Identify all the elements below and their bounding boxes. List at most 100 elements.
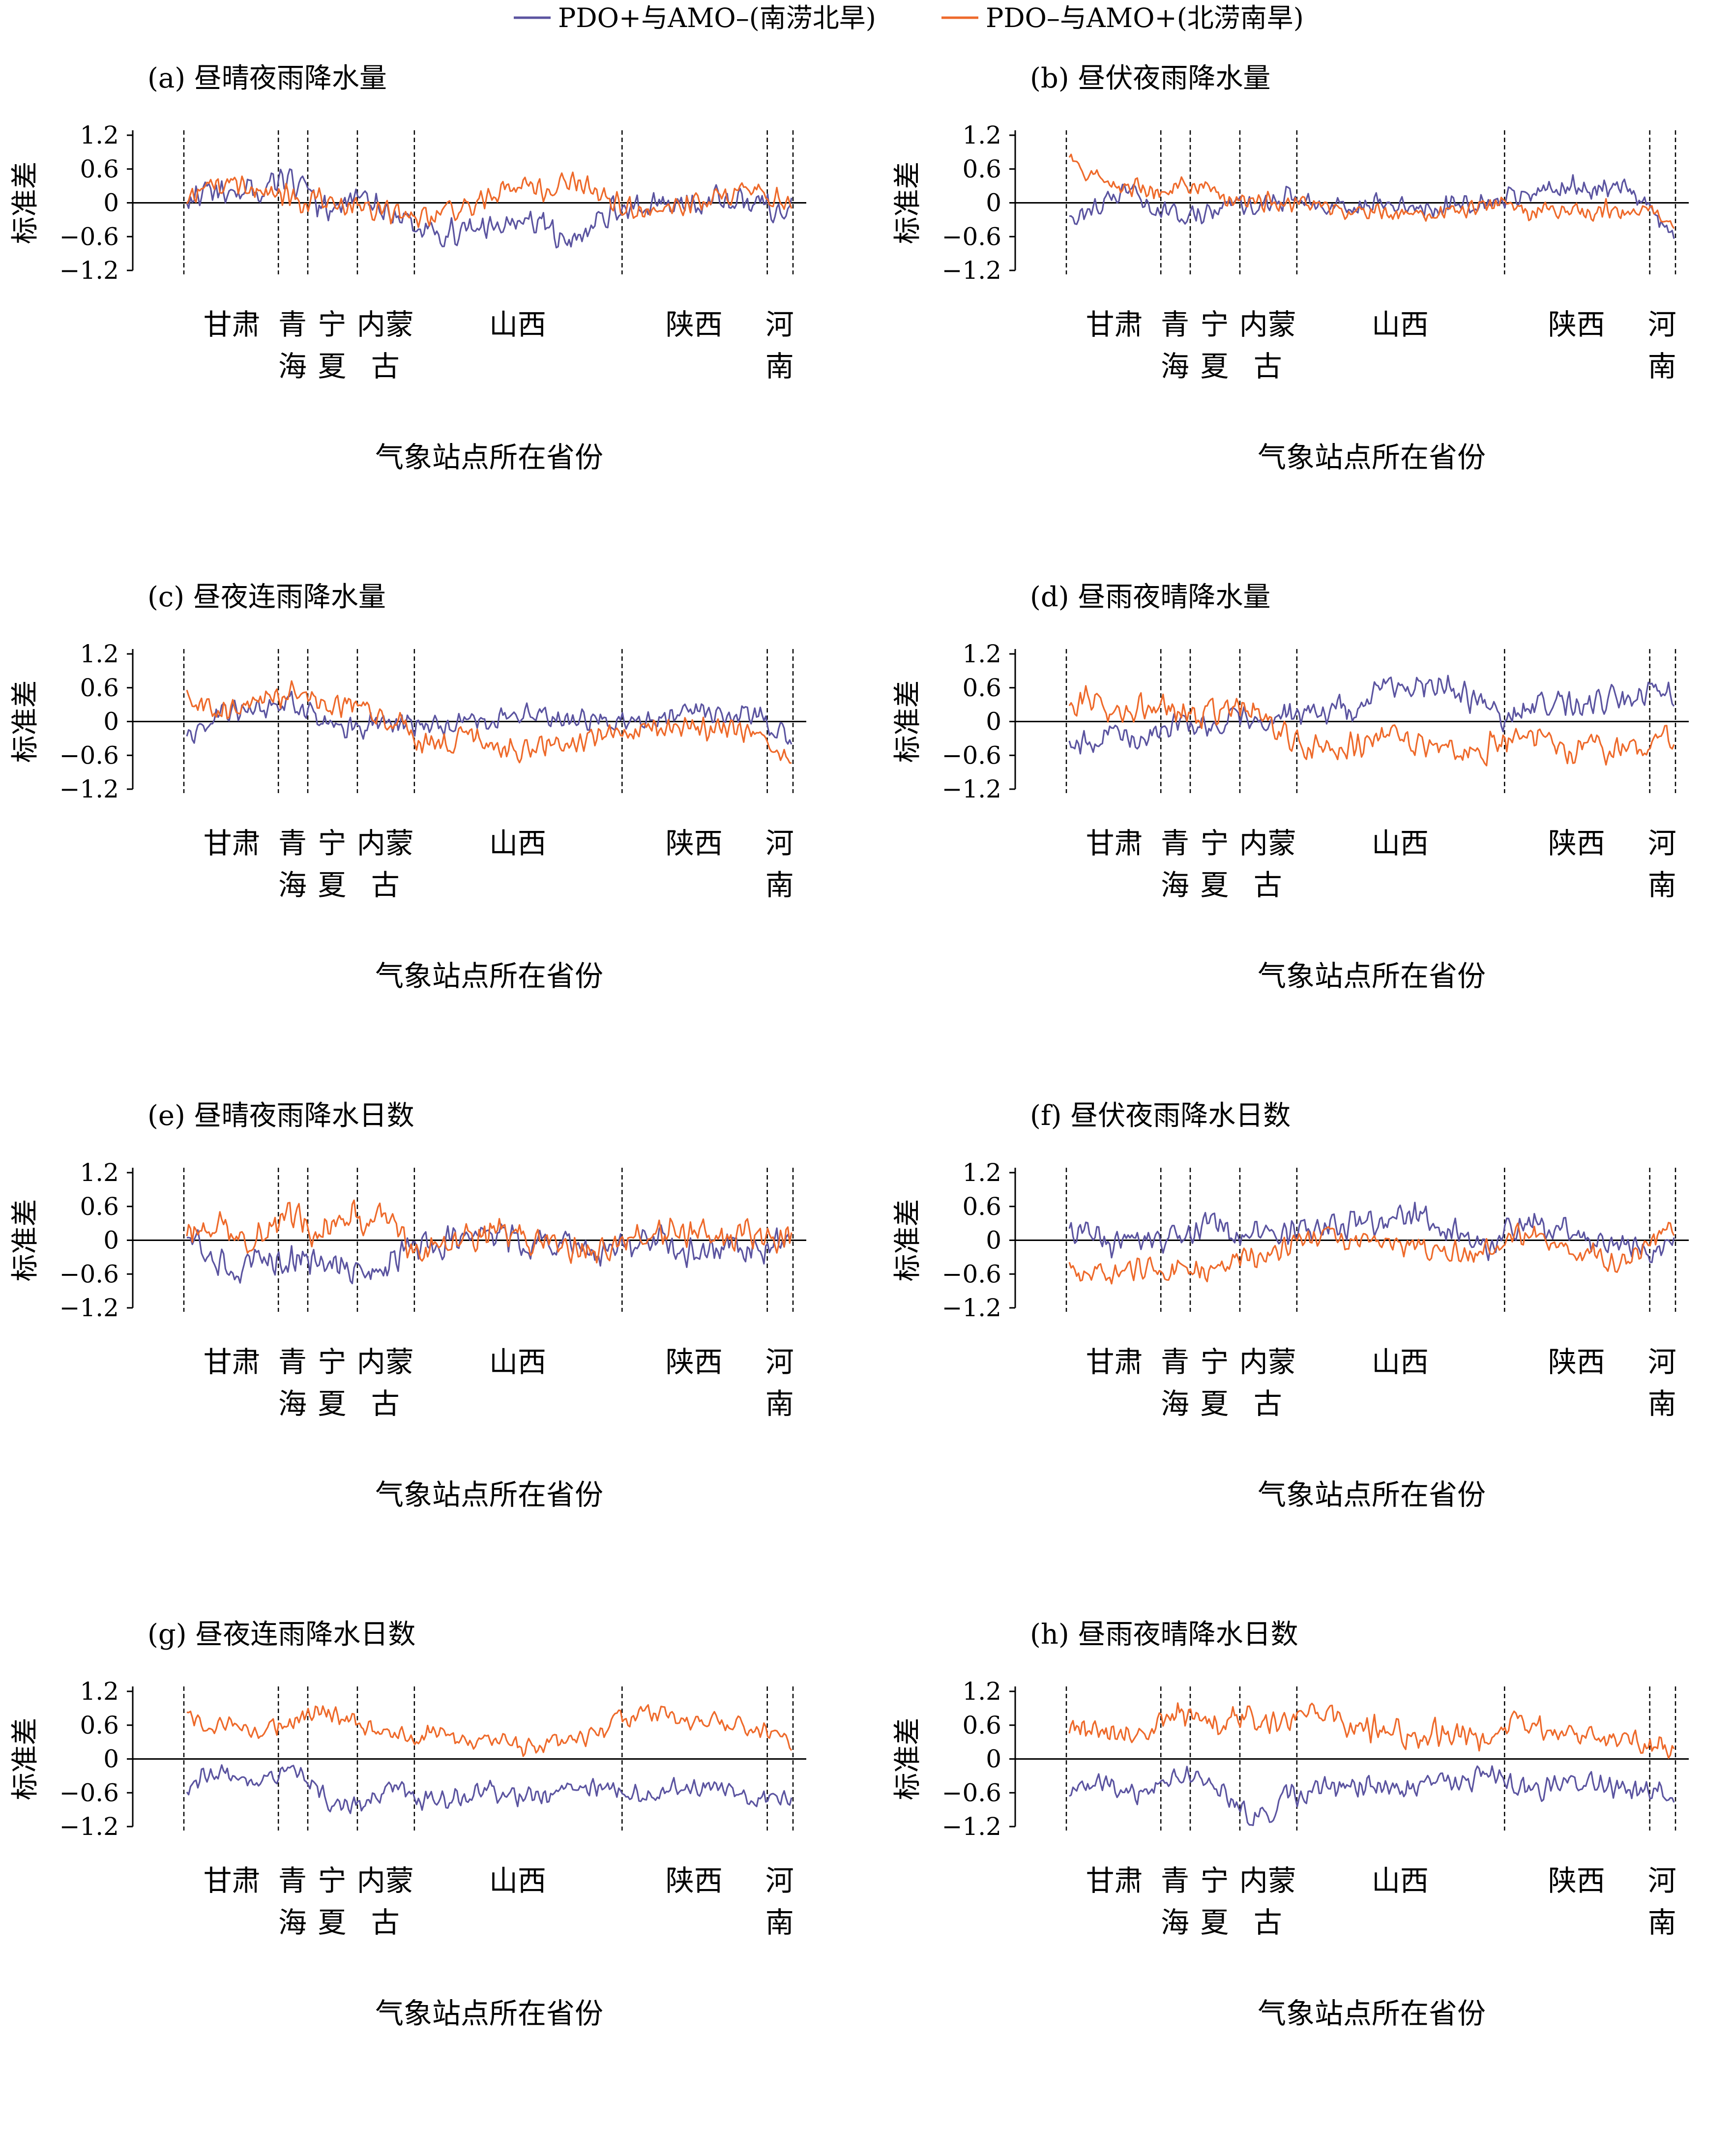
province-label: 夏 — [1200, 1387, 1229, 1420]
province-label: 南 — [765, 1906, 794, 1939]
y-tick-label: −0.6 — [942, 1260, 1001, 1288]
province-label: 夏 — [1200, 1906, 1229, 1939]
x-axis-label: 气象站点所在省份 — [375, 1997, 603, 2030]
province-label: 内蒙 — [1239, 1864, 1296, 1897]
y-tick-label: 0 — [103, 1226, 119, 1255]
series-line-1 — [1068, 675, 1675, 755]
province-label: 青 — [278, 308, 307, 341]
y-tick-label: 1.2 — [962, 1677, 1001, 1706]
y-tick-label: −1.2 — [942, 1294, 1001, 1322]
province-label: 河 — [1648, 827, 1676, 860]
province-label: 河 — [1648, 1864, 1676, 1897]
y-tick-label: −1.2 — [59, 775, 119, 803]
y-tick-label: 0 — [103, 708, 119, 736]
y-tick-label: 0 — [103, 1745, 119, 1773]
province-label: 海 — [1161, 350, 1189, 383]
province-label: 陕西 — [666, 1345, 723, 1379]
province-label: 海 — [1161, 1387, 1189, 1420]
province-label: 陕西 — [1548, 1864, 1605, 1897]
panel-g: (g) 昼夜连雨降水日数 1.2 0.6 0 −0.6 −1.2 标准差 甘肃青海宁夏内蒙古 山… — [0, 1595, 866, 2117]
y-tick-label: 0.6 — [962, 1711, 1001, 1740]
y-tick-label: −1.2 — [59, 256, 119, 285]
province-label: 甘肃 — [1086, 1864, 1143, 1897]
province-label: 宁 — [318, 827, 346, 860]
y-tick-label: 0 — [986, 708, 1001, 736]
province-label: 青 — [1161, 308, 1189, 341]
x-axis-label: 气象站点所在省份 — [375, 959, 603, 993]
province-label: 南 — [1648, 350, 1676, 383]
province-label: 山西 — [1372, 1864, 1429, 1897]
y-tick-label: −1.2 — [59, 1294, 119, 1322]
province-label: 山西 — [489, 1345, 546, 1379]
series-line-2 — [186, 1199, 793, 1264]
series-line-2 — [1068, 1222, 1675, 1285]
province-label: 南 — [1648, 1906, 1676, 1939]
province-label: 海 — [278, 868, 307, 902]
panel-a: (a) 昼晴夜雨降水量 1.2 0.6 0 −0.6 −1.2 标准差 甘肃青海宁夏内蒙古 山西… — [0, 39, 866, 561]
y-tick-label: 0 — [986, 189, 1001, 217]
province-label: 甘肃 — [1086, 308, 1143, 341]
y-tick-label: 0.6 — [80, 674, 119, 702]
province-label: 宁 — [318, 308, 346, 341]
y-tick-label: −0.6 — [942, 222, 1001, 251]
panel-f: (f) 昼伏夜雨降水日数 1.2 0.6 0 −0.6 −1.2 标准差 甘肃青海宁夏内蒙古 山… — [882, 1077, 1733, 1598]
series-line-2 — [186, 680, 792, 764]
province-label: 夏 — [1200, 868, 1229, 902]
y-tick-label: −1.2 — [942, 775, 1001, 803]
province-label: 古 — [1254, 1387, 1282, 1420]
y-axis-label: 标准差 — [892, 1718, 924, 1801]
province-label: 陕西 — [666, 827, 723, 860]
y-tick-label: 0.6 — [962, 674, 1001, 702]
y-tick-label: 1.2 — [80, 640, 119, 668]
y-tick-label: −1.2 — [942, 256, 1001, 285]
y-tick-label: 1.2 — [962, 121, 1001, 149]
province-label: 内蒙 — [357, 308, 414, 341]
x-axis-label: 气象站点所在省份 — [375, 441, 603, 474]
y-tick-label: 0 — [986, 1745, 1001, 1773]
panel-d: (d) 昼雨夜晴降水量 1.2 0.6 0 −0.6 −1.2 标准差 甘肃青海宁夏内蒙古 山西… — [882, 558, 1733, 1079]
province-label: 南 — [765, 868, 794, 902]
y-tick-label: 1.2 — [962, 1158, 1001, 1187]
province-label: 宁 — [318, 1345, 346, 1379]
y-tick-label: 0.6 — [80, 1711, 119, 1740]
series-line-1 — [186, 1764, 793, 1814]
province-label: 山西 — [489, 827, 546, 860]
y-tick-label: 0.6 — [962, 1192, 1001, 1221]
province-label: 青 — [1161, 1345, 1189, 1379]
province-label: 海 — [1161, 868, 1189, 902]
province-label: 古 — [1254, 350, 1282, 383]
province-label: 宁 — [1200, 827, 1229, 860]
y-tick-label: −0.6 — [59, 222, 119, 251]
y-axis-label: 标准差 — [9, 162, 41, 244]
y-axis-label: 标准差 — [9, 680, 41, 763]
x-axis-label: 气象站点所在省份 — [375, 1478, 603, 1511]
chart-title: (c) 昼夜连雨降水量 — [147, 581, 386, 613]
chart-title: (b) 昼伏夜雨降水量 — [1030, 62, 1270, 94]
series-line-2 — [1068, 153, 1675, 229]
province-label: 甘肃 — [204, 1345, 261, 1379]
x-axis-label: 气象站点所在省份 — [1258, 959, 1486, 993]
province-label: 河 — [765, 308, 794, 341]
province-label: 古 — [371, 868, 400, 902]
province-label: 夏 — [318, 868, 346, 902]
panel-e: (e) 昼晴夜雨降水日数 1.2 0.6 0 −0.6 −1.2 标准差 甘肃青海宁夏内蒙古 山… — [0, 1077, 866, 1598]
panel-h: (h) 昼雨夜晴降水日数 1.2 0.6 0 −0.6 −1.2 标准差 甘肃青海宁夏内蒙古 山… — [882, 1595, 1733, 2117]
y-axis-label: 标准差 — [892, 680, 924, 763]
province-label: 古 — [371, 1387, 400, 1420]
province-label: 内蒙 — [357, 1345, 414, 1379]
province-label: 甘肃 — [1086, 827, 1143, 860]
y-tick-label: 0 — [986, 1226, 1001, 1255]
legend-label-2: PDO–与AMO+(北涝南旱) — [986, 2, 1304, 33]
y-tick-label: −0.6 — [59, 741, 119, 769]
y-tick-label: 1.2 — [80, 1677, 119, 1706]
y-tick-label: −0.6 — [59, 1260, 119, 1288]
y-axis-label: 标准差 — [892, 162, 924, 244]
province-label: 夏 — [318, 1906, 346, 1939]
y-tick-label: 0.6 — [80, 1192, 119, 1221]
province-label: 青 — [1161, 1864, 1189, 1897]
province-label: 河 — [1648, 1345, 1676, 1379]
